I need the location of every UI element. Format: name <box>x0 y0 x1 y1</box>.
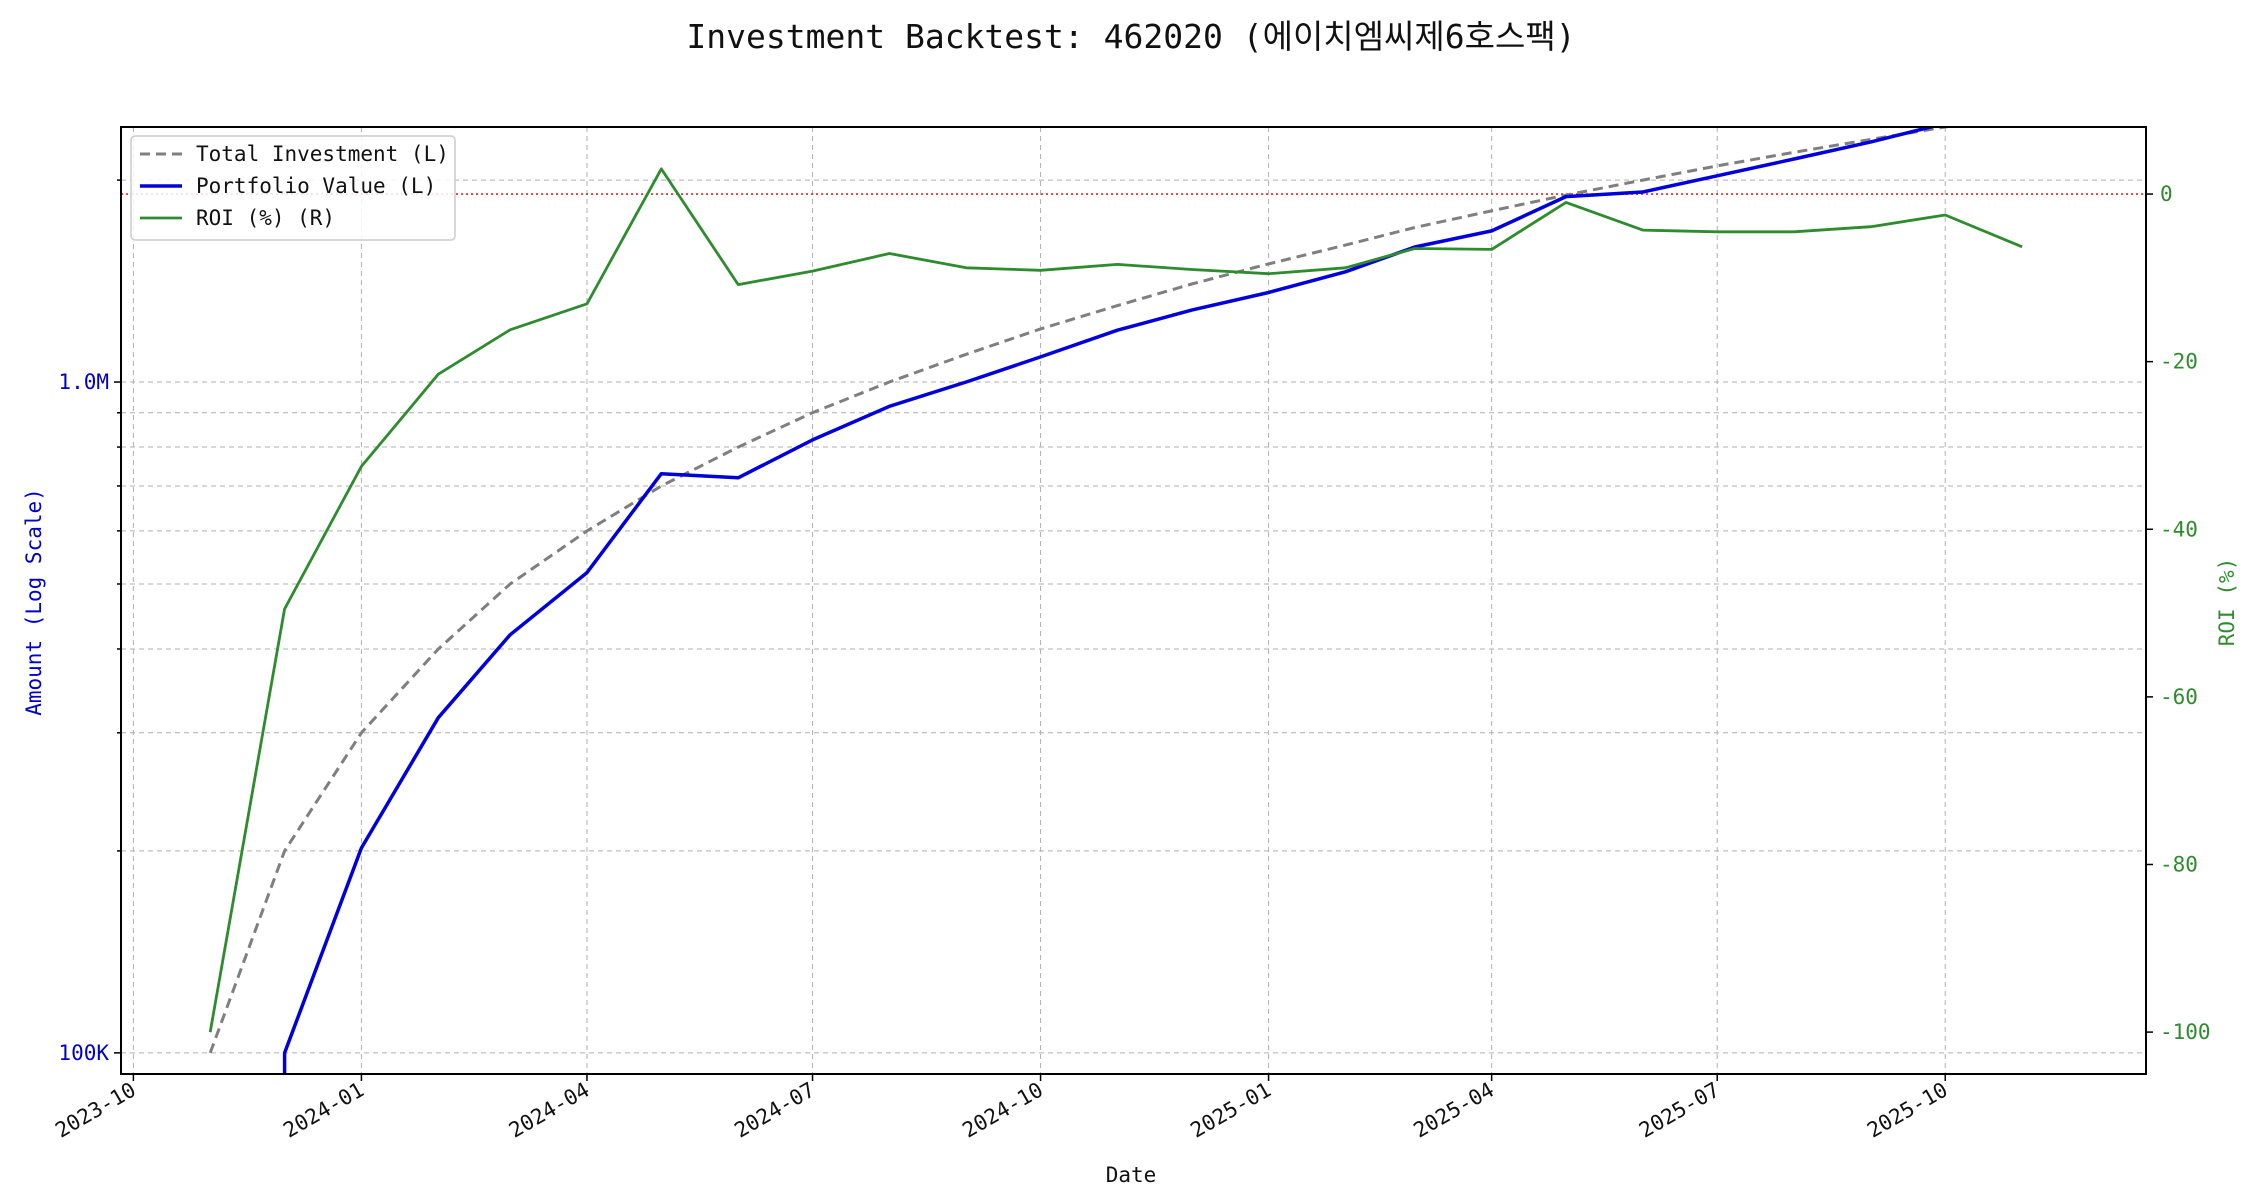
grid-lines <box>121 127 2146 1074</box>
chart-title: Investment Backtest: 462020 (에이치엠씨제6호스팩) <box>686 17 1575 56</box>
series-line-2 <box>282 127 1938 1074</box>
right-tick-label: -80 <box>2160 852 2198 876</box>
left-axis-ticks: 100K 1.0M <box>58 179 121 1065</box>
legend-label: Portfolio Value (L) <box>196 174 436 198</box>
x-tick-label: 2023-10 <box>51 1078 140 1143</box>
left-axis-label: Amount (Log Scale) <box>22 488 46 716</box>
legend: Total Investment (L) Portfolio Value (L) R… <box>130 135 456 241</box>
left-tick-label: 1.0M <box>58 370 109 394</box>
legend-label: ROI (%) (R) <box>196 206 335 230</box>
x-tick-label: 2025-10 <box>1863 1078 1952 1143</box>
right-tick-label: 0 <box>2160 182 2173 206</box>
right-axis-ticks: 0 -20 -40 -60 -80 -100 <box>2146 182 2211 1044</box>
right-tick-label: -100 <box>2160 1020 2211 1044</box>
legend-label: Total Investment (L) <box>196 142 449 166</box>
x-axis-label: Date <box>1106 1163 1157 1187</box>
x-tick-label: 2024-07 <box>730 1078 819 1143</box>
series-lines <box>208 127 2023 1074</box>
right-tick-label: -60 <box>2160 685 2198 709</box>
plot-frame <box>120 126 2147 1075</box>
x-tick-label: 2025-01 <box>1186 1078 1275 1143</box>
x-tick-label: 2024-04 <box>505 1078 594 1143</box>
x-tick-label: 2025-07 <box>1635 1078 1724 1143</box>
right-tick-label: -20 <box>2160 350 2198 374</box>
x-tick-label: 2025-04 <box>1409 1078 1498 1143</box>
legend-box <box>130 135 456 241</box>
series-line-3 <box>208 167 2023 1033</box>
right-axis-label: ROI (%) <box>2215 558 2239 647</box>
right-tick-label: -40 <box>2160 517 2198 541</box>
series-line-1 <box>208 127 1956 1054</box>
left-tick-label: 100K <box>58 1041 109 1065</box>
x-axis-ticks: 2023-10 2024-01 2024-04 2024-07 2024-10 2025-… <box>51 1074 1952 1143</box>
x-tick-label: 2024-10 <box>958 1078 1047 1143</box>
x-tick-label: 2024-01 <box>279 1078 368 1143</box>
